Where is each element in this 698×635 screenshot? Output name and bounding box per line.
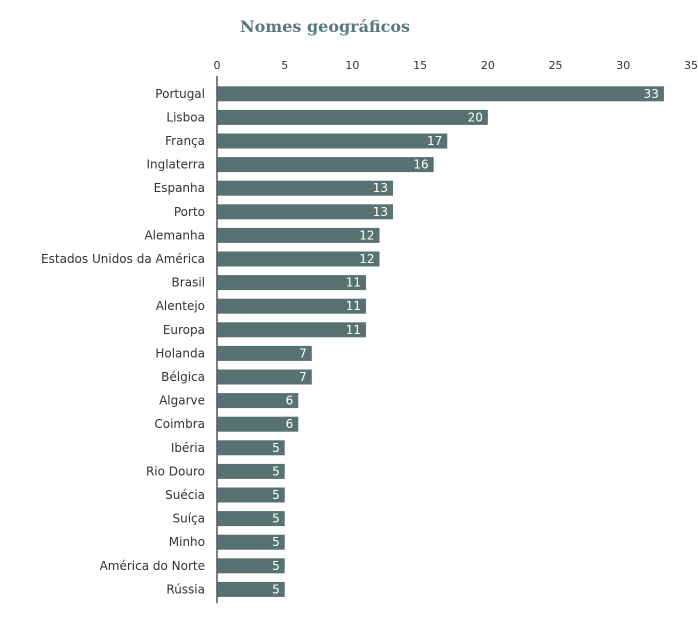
x-tick-label: 35 <box>684 59 698 72</box>
category-label: Algarve <box>159 394 205 408</box>
category-label: Lisboa <box>166 110 205 124</box>
bar <box>217 393 299 409</box>
category-label: Estados Unidos da América <box>41 252 205 266</box>
bar-value-label: 16 <box>413 158 428 172</box>
category-label: Minho <box>169 535 205 549</box>
bar <box>217 581 285 597</box>
x-tick-label: 5 <box>281 59 288 72</box>
bar-value-label: 11 <box>346 276 361 290</box>
category-label: Rússia <box>166 582 205 596</box>
category-label: Alentejo <box>156 299 205 313</box>
category-label: Espanha <box>154 181 205 195</box>
category-labels: Portugal Lisboa França Inglaterra Espanha Por… <box>41 87 205 597</box>
x-tick-label: 20 <box>481 59 495 72</box>
bar <box>217 251 380 267</box>
bar-value-label: 5 <box>272 464 280 478</box>
bar <box>217 487 285 503</box>
bar-value-label: 6 <box>286 417 294 431</box>
category-label: Suécia <box>165 488 205 502</box>
bar <box>217 416 299 432</box>
bar <box>217 558 285 574</box>
category-label: Inglaterra <box>146 158 205 172</box>
bar <box>217 440 285 456</box>
bar <box>217 133 448 149</box>
x-tick-label: 25 <box>549 59 563 72</box>
x-axis-ticks: 0 5 10 15 20 25 30 35 <box>214 59 698 72</box>
bar-value-label: 12 <box>359 228 374 242</box>
category-label: Ibéria <box>171 441 205 455</box>
category-label: Coimbra <box>154 417 205 431</box>
bar <box>217 275 366 291</box>
chart-title: Nomes geográficos <box>240 17 410 36</box>
category-label: Porto <box>174 205 205 219</box>
bar <box>217 463 285 479</box>
x-tick-label: 0 <box>214 59 221 72</box>
bar <box>217 109 488 125</box>
bar-value-label: 20 <box>468 110 483 124</box>
bar-value-label: 11 <box>346 323 361 337</box>
bar-value-label: 7 <box>299 370 307 384</box>
category-label: Suíça <box>172 512 205 526</box>
bar <box>217 157 434 173</box>
bar-value-label: 5 <box>272 512 280 526</box>
bar <box>217 511 285 527</box>
category-label: Europa <box>163 323 205 337</box>
category-label: Holanda <box>155 346 205 360</box>
category-label: Brasil <box>172 276 205 290</box>
bar-value-label: 33 <box>644 87 659 101</box>
bar-value-label: 5 <box>272 559 280 573</box>
bar <box>217 298 366 314</box>
bar <box>217 322 366 338</box>
bar <box>217 369 312 385</box>
bar <box>217 204 394 220</box>
category-label: Portugal <box>155 87 205 101</box>
bar-value-label: 5 <box>272 488 280 502</box>
bar <box>217 345 312 361</box>
bar-value-label: 11 <box>346 299 361 313</box>
bar-value-label: 17 <box>427 134 442 148</box>
x-tick-label: 30 <box>616 59 630 72</box>
bar-value-label: 13 <box>373 181 388 195</box>
bar <box>217 534 285 550</box>
bar-value-label: 13 <box>373 205 388 219</box>
category-label: América do Norte <box>100 559 205 573</box>
bar <box>217 227 380 243</box>
category-label: Rio Douro <box>146 464 205 478</box>
bar <box>217 180 394 196</box>
category-label: Alemanha <box>144 228 205 242</box>
x-tick-label: 15 <box>413 59 427 72</box>
bar-value-label: 5 <box>272 582 280 596</box>
bar <box>217 86 664 102</box>
bar-value-label: 12 <box>359 252 374 266</box>
x-tick-label: 10 <box>345 59 359 72</box>
bar-value-label: 7 <box>299 346 307 360</box>
bar-value-label: 5 <box>272 535 280 549</box>
bar-value-label: 6 <box>286 394 294 408</box>
category-label: Bélgica <box>161 370 205 384</box>
bar-value-label: 5 <box>272 441 280 455</box>
category-label: França <box>165 134 205 148</box>
